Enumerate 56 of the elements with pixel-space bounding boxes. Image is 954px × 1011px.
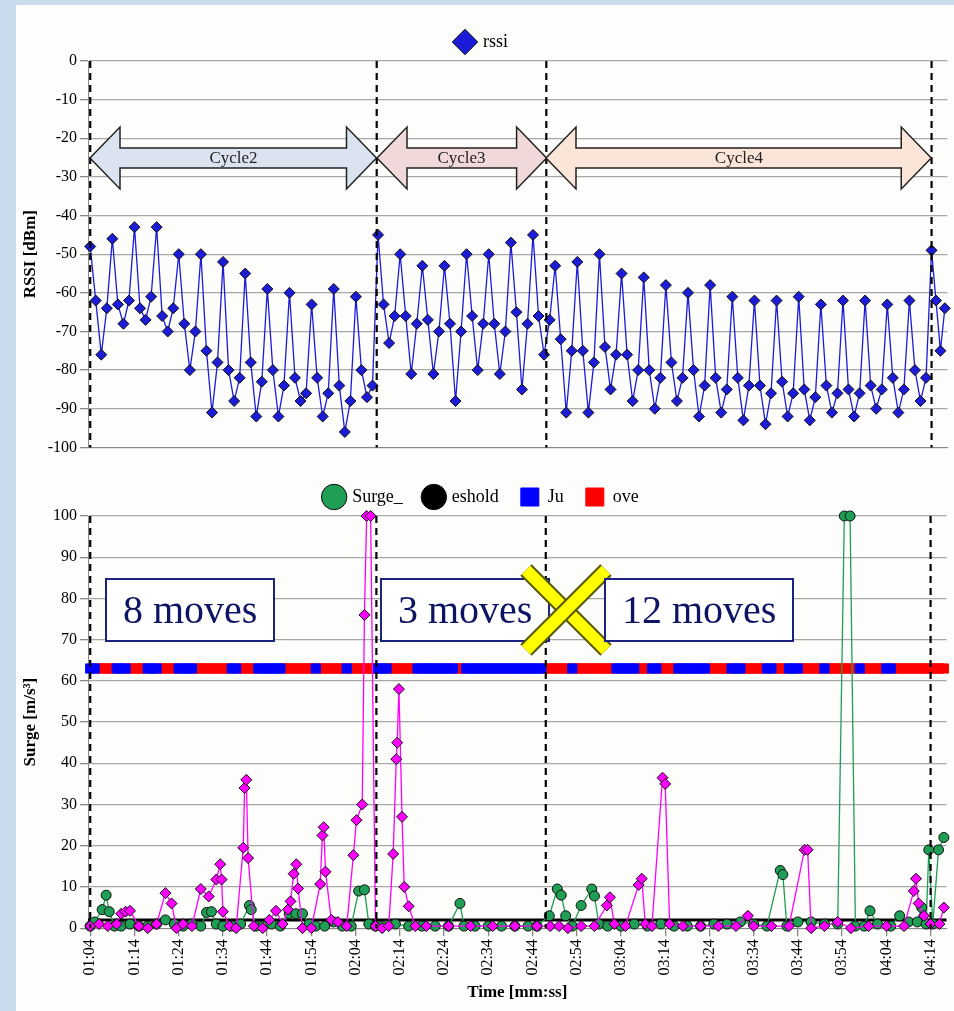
x-tick-label: 04:04 bbox=[876, 939, 894, 976]
y-tick-label: 60 bbox=[61, 671, 77, 689]
x-tick-label: 03:24 bbox=[699, 939, 717, 976]
y-tick-label: 40 bbox=[61, 753, 77, 771]
legend-label: rssi bbox=[483, 30, 509, 51]
y-tick-label: 50 bbox=[61, 712, 77, 730]
x-tick-label: 03:44 bbox=[788, 939, 806, 976]
x-tick-label: 03:14 bbox=[655, 939, 673, 976]
y-tick-label: 0 bbox=[69, 51, 77, 69]
y-tick-label: 0 bbox=[69, 918, 77, 936]
x-tick-label: 02:04 bbox=[345, 939, 363, 976]
y-tick-label: -80 bbox=[55, 360, 77, 378]
y-tick-label: 20 bbox=[61, 835, 77, 853]
y-tick-label: -70 bbox=[55, 321, 77, 339]
y-tick-label: 80 bbox=[61, 588, 77, 606]
x-tick-label: 01:44 bbox=[257, 939, 275, 976]
legend-label: ove bbox=[612, 485, 639, 506]
x-tick-label: 01:14 bbox=[124, 939, 142, 976]
legend-label: eshold bbox=[451, 485, 499, 506]
annotation: 3 moves bbox=[380, 578, 551, 642]
y-tick-label: 100 bbox=[53, 506, 77, 524]
y-tick-label: -100 bbox=[47, 437, 77, 455]
y-tick-label: 10 bbox=[61, 877, 77, 895]
x-axis-title: Time [mm:ss] bbox=[467, 982, 568, 1002]
x-tick-label: 02:44 bbox=[522, 939, 540, 976]
y-tick-label: -90 bbox=[55, 398, 77, 416]
y-axis-title: RSSI [dBm] bbox=[19, 210, 39, 299]
x-tick-label: 01:34 bbox=[213, 939, 231, 976]
x-tick-label: 02:24 bbox=[434, 939, 452, 976]
y-tick-label: -50 bbox=[55, 244, 77, 262]
x-tick-label: 01:24 bbox=[168, 939, 186, 976]
y-tick-label: 70 bbox=[61, 629, 77, 647]
x-tick-label: 03:54 bbox=[832, 939, 850, 976]
annotation: 8 moves bbox=[105, 578, 276, 642]
y-tick-label: -30 bbox=[55, 167, 77, 185]
y-axis-title: Surge [m/s³] bbox=[19, 677, 39, 767]
x-tick-label: 03:04 bbox=[611, 939, 629, 976]
y-tick-label: -10 bbox=[55, 89, 77, 107]
legend-label: Surge_ bbox=[352, 485, 404, 506]
x-tick-label: 01:54 bbox=[301, 939, 319, 976]
x-tick-label: 04:14 bbox=[920, 939, 938, 976]
y-tick-label: -20 bbox=[55, 128, 77, 146]
y-tick-label: -60 bbox=[55, 283, 77, 301]
x-tick-label: 02:34 bbox=[478, 939, 496, 976]
y-tick-label: -40 bbox=[55, 205, 77, 223]
annotation: Cycle4 bbox=[714, 147, 763, 168]
annotation: 12 moves bbox=[604, 578, 795, 642]
legend-label: Ju bbox=[547, 485, 564, 506]
x-tick-label: 02:54 bbox=[566, 939, 584, 976]
x-tick-label: 01:04 bbox=[80, 939, 98, 976]
annotation: Cycle2 bbox=[209, 147, 258, 168]
y-tick-label: 90 bbox=[61, 547, 77, 565]
x-tick-label: 03:34 bbox=[743, 939, 761, 976]
y-tick-label: 30 bbox=[61, 794, 77, 812]
x-tick-label: 02:14 bbox=[390, 939, 408, 976]
annotation: Cycle3 bbox=[437, 147, 486, 168]
